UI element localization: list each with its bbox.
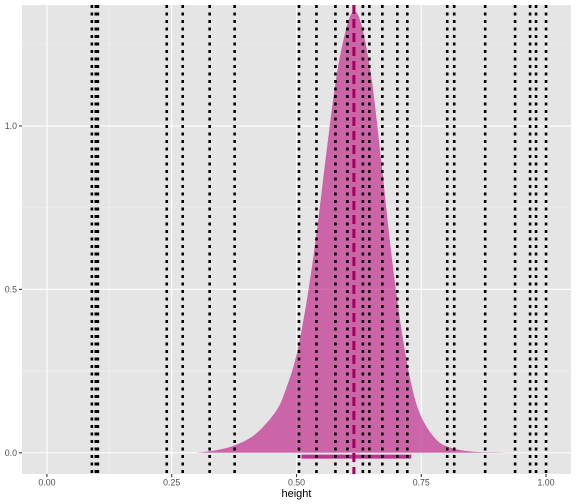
y-tick-label: 0.5 bbox=[5, 284, 17, 294]
y-tick-label: 1.0 bbox=[5, 121, 17, 131]
x-tick-label: 0.00 bbox=[38, 478, 55, 488]
x-axis: 0.00 0.25 0.50 0.75 1.00 bbox=[38, 474, 555, 488]
observation-lines bbox=[90, 5, 548, 474]
density-area bbox=[196, 11, 517, 453]
y-axis: 0.0 0.5 1.0 bbox=[5, 121, 22, 458]
density-layer bbox=[196, 11, 517, 459]
x-tick-label: 0.50 bbox=[288, 478, 305, 488]
y-tick-label: 0.0 bbox=[5, 448, 17, 458]
x-tick-label: 0.75 bbox=[413, 478, 430, 488]
x-tick-label: 0.25 bbox=[163, 478, 180, 488]
x-tick-label: 1.00 bbox=[537, 478, 554, 488]
x-axis-title: height bbox=[282, 488, 312, 500]
